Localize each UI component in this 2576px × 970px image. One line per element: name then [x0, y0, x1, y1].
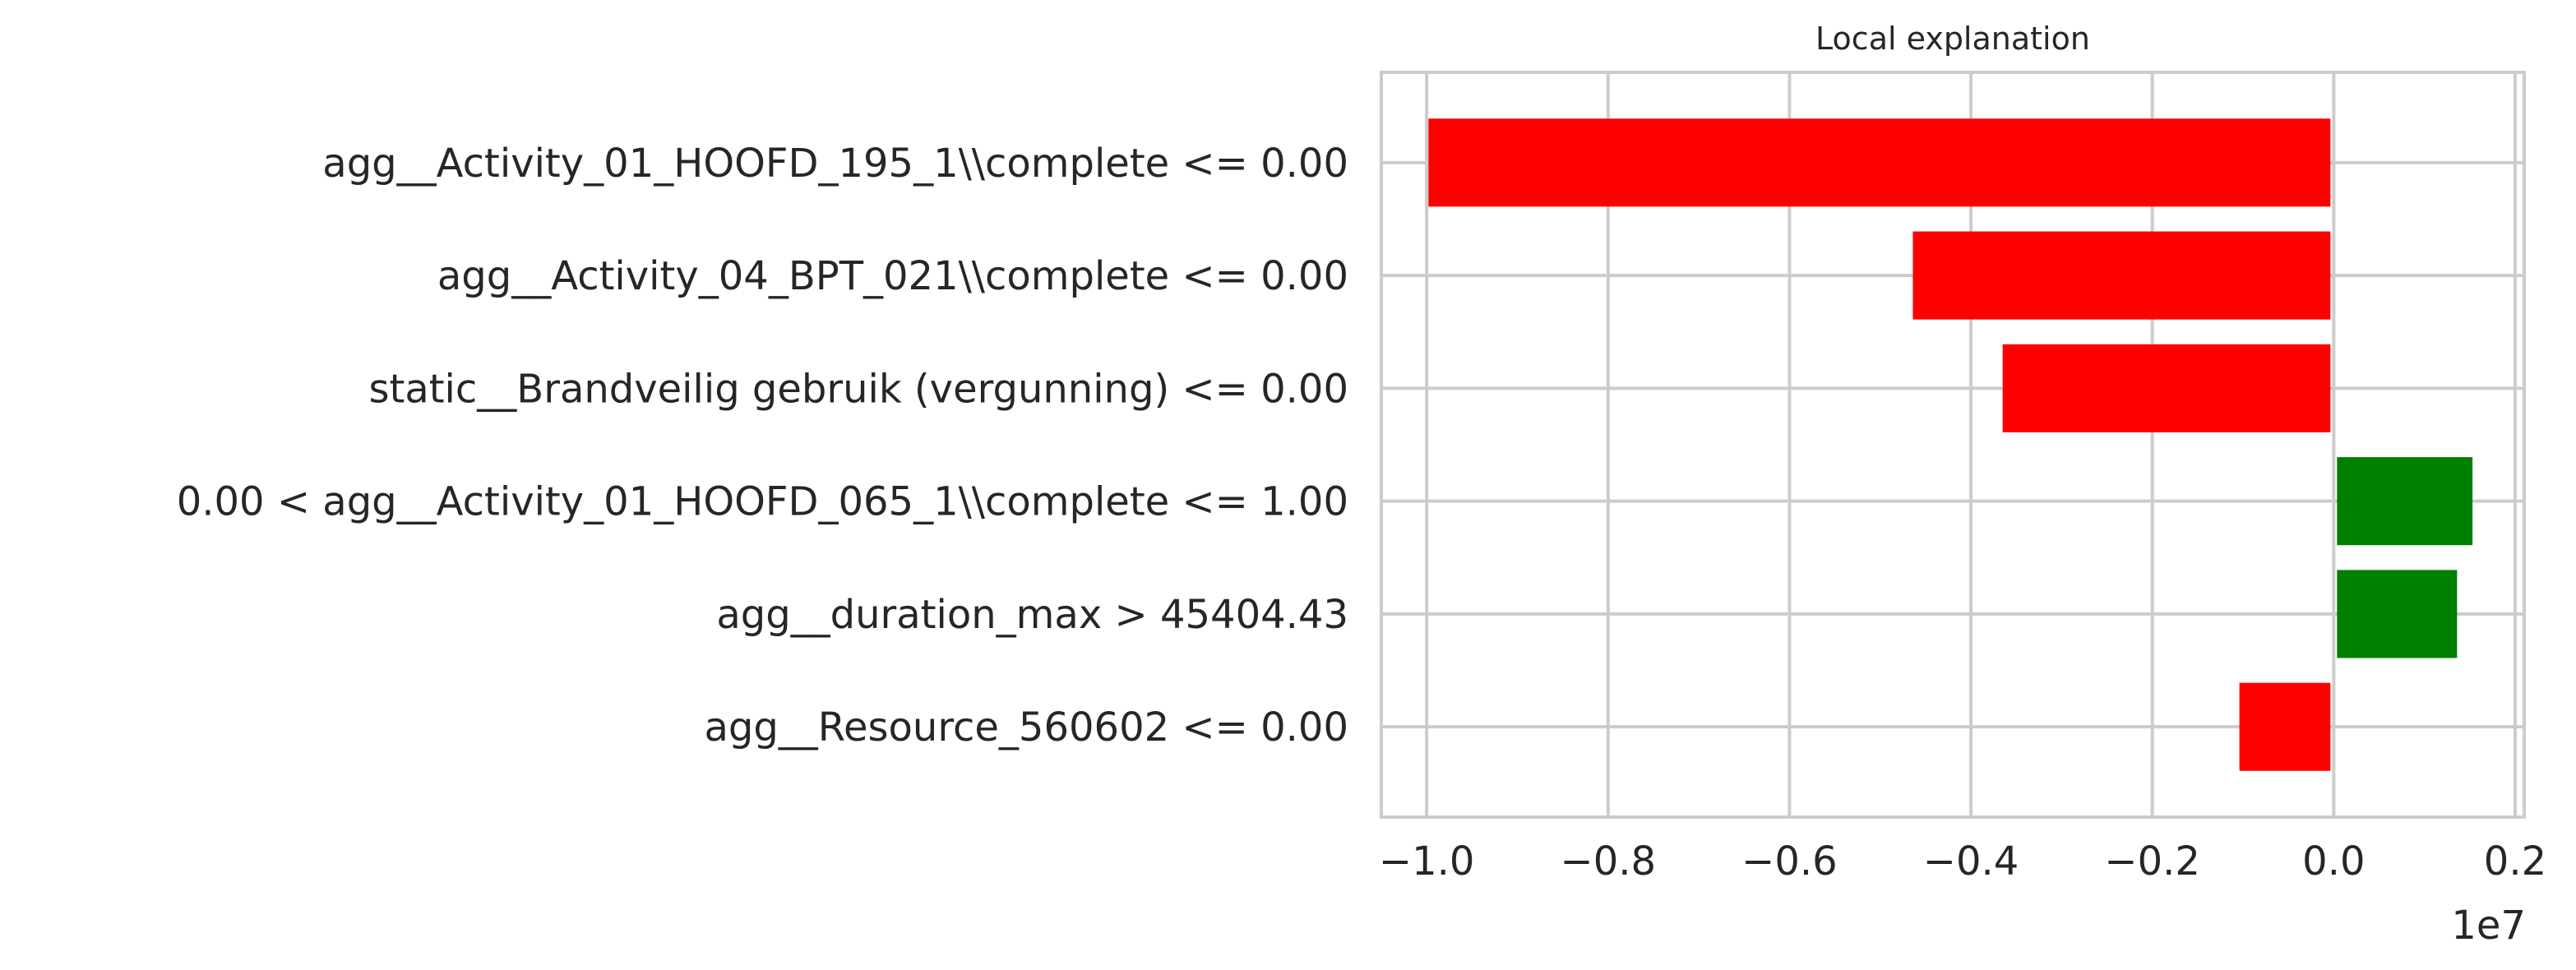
x-tick-label: −0.8 — [1561, 838, 1657, 885]
bar — [1912, 231, 2331, 320]
bars — [1428, 118, 2473, 771]
bar — [2337, 570, 2458, 658]
x-tick-labels: −1.0 −0.8 −0.6 −0.4 −0.2 0.0 0.2 — [1379, 838, 2546, 885]
chart-title: Local explanation — [1815, 21, 2090, 57]
x-tick-label: −0.2 — [2104, 838, 2200, 885]
bar — [1428, 118, 2331, 207]
category-label: agg__Activity_01_HOOFD_195_1\\complete <… — [322, 141, 1348, 187]
bar — [2002, 344, 2331, 432]
bar — [2337, 457, 2473, 546]
category-label: agg__Activity_04_BPT_021\\complete <= 0.… — [437, 253, 1348, 299]
category-label: static__Brandveilig gebruik (vergunning)… — [368, 366, 1348, 412]
x-tick-label: 0.2 — [2484, 838, 2546, 885]
x-offset-label: 1e7 — [2451, 903, 2526, 949]
plot-frame — [1380, 71, 2526, 819]
category-label: 0.00 < agg__Activity_01_HOOFD_065_1\\com… — [177, 479, 1348, 525]
bar — [2239, 682, 2331, 771]
x-tick-label: 0.0 — [2302, 838, 2365, 885]
category-label: agg__Resource_560602 <= 0.00 — [704, 704, 1348, 751]
category-label: agg__duration_max > 45404.43 — [716, 592, 1348, 638]
x-tick-label: −1.0 — [1379, 838, 1475, 885]
category-labels: agg__Activity_01_HOOFD_195_1\\complete <… — [177, 141, 1348, 751]
x-tick-label: −0.6 — [1741, 838, 1838, 885]
x-tick-label: −0.4 — [1923, 838, 2019, 885]
